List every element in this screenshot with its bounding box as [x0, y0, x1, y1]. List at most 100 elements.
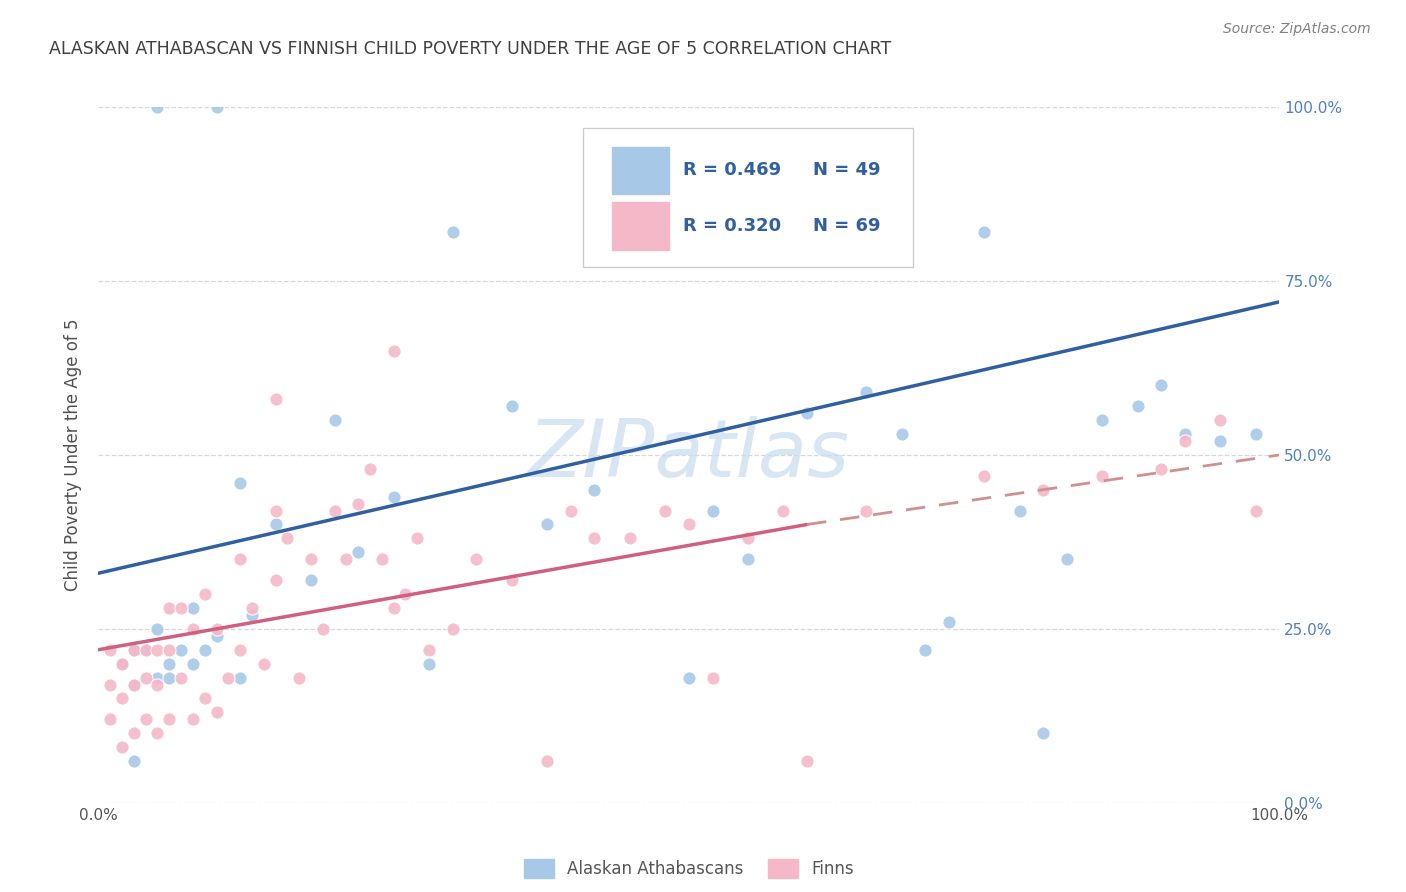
- Point: [1091, 413, 1114, 427]
- Point: [654, 503, 676, 517]
- Point: [157, 642, 180, 657]
- Point: [855, 503, 877, 517]
- Point: [890, 427, 912, 442]
- Point: [619, 532, 641, 546]
- Point: [229, 671, 252, 685]
- Point: [122, 754, 145, 768]
- Point: [98, 677, 121, 691]
- Point: [973, 468, 995, 483]
- Point: [418, 642, 440, 657]
- Point: [157, 712, 180, 726]
- Point: [914, 642, 936, 657]
- Point: [1174, 434, 1197, 448]
- Point: [240, 601, 263, 615]
- Point: [122, 642, 145, 657]
- Point: [382, 343, 405, 358]
- Point: [122, 642, 145, 657]
- Point: [146, 677, 169, 691]
- Point: [560, 503, 582, 517]
- Point: [146, 100, 169, 114]
- Point: [194, 691, 217, 706]
- Point: [181, 622, 204, 636]
- Point: [536, 517, 558, 532]
- Point: [229, 475, 252, 490]
- Point: [347, 545, 370, 559]
- Point: [359, 462, 381, 476]
- Bar: [612, 146, 669, 194]
- Point: [702, 671, 724, 685]
- Text: ZIPatlas: ZIPatlas: [527, 416, 851, 494]
- Point: [501, 399, 523, 413]
- Point: [170, 671, 193, 685]
- Point: [146, 622, 169, 636]
- Point: [157, 657, 180, 671]
- Point: [205, 100, 228, 114]
- Text: Source: ZipAtlas.com: Source: ZipAtlas.com: [1223, 22, 1371, 37]
- Point: [394, 587, 416, 601]
- Point: [181, 657, 204, 671]
- Point: [820, 253, 842, 268]
- Point: [264, 517, 287, 532]
- Point: [796, 406, 818, 420]
- Point: [111, 657, 134, 671]
- Text: N = 69: N = 69: [813, 217, 880, 235]
- Point: [111, 691, 134, 706]
- Point: [371, 552, 394, 566]
- Legend: Alaskan Athabascans, Finns: Alaskan Athabascans, Finns: [517, 853, 860, 885]
- Text: ALASKAN ATHABASCAN VS FINNISH CHILD POVERTY UNDER THE AGE OF 5 CORRELATION CHART: ALASKAN ATHABASCAN VS FINNISH CHILD POVE…: [49, 40, 891, 58]
- Point: [170, 601, 193, 615]
- Point: [501, 573, 523, 587]
- Point: [406, 532, 429, 546]
- Point: [1174, 427, 1197, 442]
- Point: [253, 657, 276, 671]
- Point: [135, 712, 157, 726]
- Point: [264, 503, 287, 517]
- Point: [382, 601, 405, 615]
- Point: [536, 754, 558, 768]
- Point: [122, 726, 145, 740]
- Point: [1126, 399, 1149, 413]
- Point: [737, 532, 759, 546]
- Point: [205, 629, 228, 643]
- Point: [135, 671, 157, 685]
- Point: [1150, 462, 1173, 476]
- Point: [170, 642, 193, 657]
- Point: [796, 754, 818, 768]
- Point: [240, 607, 263, 622]
- Point: [678, 671, 700, 685]
- Point: [1032, 483, 1054, 497]
- Y-axis label: Child Poverty Under the Age of 5: Child Poverty Under the Age of 5: [65, 318, 83, 591]
- Point: [194, 642, 217, 657]
- Point: [98, 712, 121, 726]
- Point: [973, 225, 995, 239]
- Point: [181, 601, 204, 615]
- Point: [181, 712, 204, 726]
- Point: [1032, 726, 1054, 740]
- Point: [205, 706, 228, 720]
- Point: [441, 622, 464, 636]
- Point: [583, 532, 606, 546]
- Point: [347, 497, 370, 511]
- Point: [276, 532, 298, 546]
- FancyBboxPatch shape: [582, 128, 914, 267]
- Point: [1091, 468, 1114, 483]
- Point: [1244, 427, 1267, 442]
- Point: [441, 225, 464, 239]
- Point: [146, 726, 169, 740]
- Point: [194, 587, 217, 601]
- Point: [299, 552, 322, 566]
- Point: [217, 671, 239, 685]
- Text: R = 0.320: R = 0.320: [683, 217, 782, 235]
- Point: [737, 552, 759, 566]
- Point: [1056, 552, 1078, 566]
- Point: [1244, 503, 1267, 517]
- Point: [312, 622, 335, 636]
- Point: [382, 490, 405, 504]
- Text: R = 0.469: R = 0.469: [683, 161, 782, 178]
- Point: [678, 517, 700, 532]
- Point: [122, 677, 145, 691]
- Point: [1209, 413, 1232, 427]
- Point: [465, 552, 488, 566]
- Point: [938, 615, 960, 629]
- Point: [122, 677, 145, 691]
